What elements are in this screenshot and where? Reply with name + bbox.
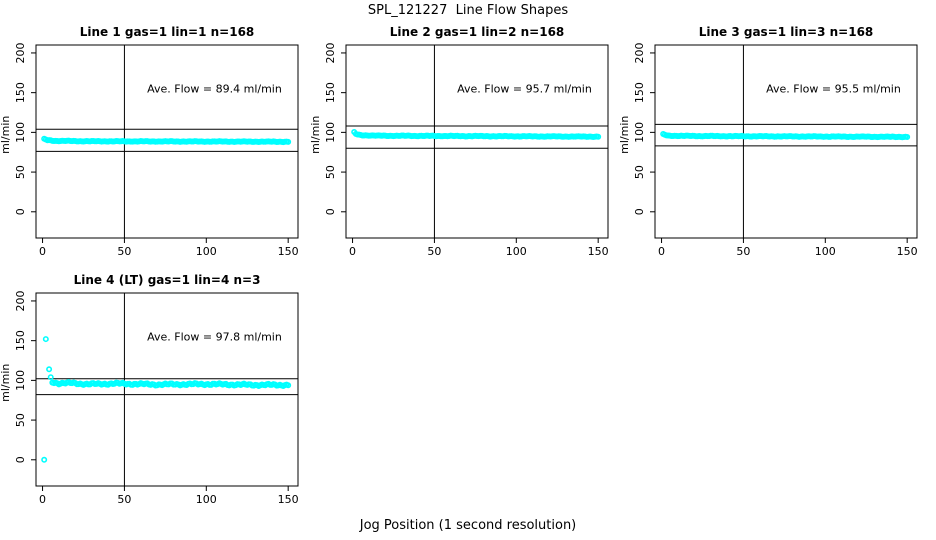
x-axis: 0 50 100 150: [349, 238, 609, 258]
y-axis: 0 50 100 150 200: [633, 42, 655, 215]
data-series: [660, 130, 911, 141]
ave-flow-label: Ave. Flow = 97.8 ml/min: [147, 331, 282, 344]
svg-text:150: 150: [588, 245, 609, 258]
svg-text:0: 0: [39, 493, 46, 506]
svg-text:100: 100: [815, 245, 836, 258]
y-axis-label: ml/min: [310, 116, 322, 154]
svg-text:100: 100: [324, 122, 337, 143]
svg-text:150: 150: [278, 245, 299, 258]
svg-text:0: 0: [39, 245, 46, 258]
svg-text:150: 150: [633, 82, 646, 103]
svg-text:0: 0: [658, 245, 665, 258]
plot-box: [345, 44, 609, 239]
svg-text:0: 0: [14, 208, 27, 215]
plot-box: [35, 44, 299, 239]
plot-box: [35, 292, 299, 487]
x-axis: 0 50 100 150: [39, 486, 299, 506]
svg-text:0: 0: [14, 456, 27, 463]
svg-text:200: 200: [14, 42, 27, 63]
svg-text:50: 50: [14, 165, 27, 179]
svg-text:100: 100: [14, 122, 27, 143]
data-series: [41, 336, 292, 463]
svg-text:100: 100: [506, 245, 527, 258]
y-axis-label: ml/min: [0, 364, 12, 402]
svg-text:50: 50: [736, 245, 750, 258]
data-series: [351, 128, 602, 141]
panel-line-2: Line 2 gas=1 lin=2 n=168 0 50 100 150 200 ml/m…: [310, 25, 609, 258]
svg-text:50: 50: [14, 413, 27, 427]
data-series: [41, 135, 292, 146]
svg-text:200: 200: [633, 42, 646, 63]
y-axis: 0 50 100 150 200: [324, 42, 346, 215]
figure-title: SPL_121227 Line Flow Shapes: [367, 3, 569, 18]
outlier-point: [42, 336, 49, 343]
svg-text:200: 200: [14, 290, 27, 311]
svg-text:150: 150: [14, 82, 27, 103]
y-axis-label: ml/min: [0, 116, 12, 154]
y-axis: 0 50 100 150 200: [14, 42, 36, 215]
svg-text:0: 0: [324, 208, 337, 215]
ave-flow-label: Ave. Flow = 95.7 ml/min: [457, 83, 592, 96]
panel-title: Line 1 gas=1 lin=1 n=168: [80, 25, 255, 39]
panel-line-1: Line 1 gas=1 lin=1 n=168 0 50 100 150 200 ml/m…: [0, 25, 299, 258]
y-axis-label: ml/min: [619, 116, 631, 154]
svg-text:100: 100: [196, 493, 217, 506]
ave-flow-label: Ave. Flow = 95.5 ml/min: [766, 83, 901, 96]
x-axis-title: Jog Position (1 second resolution): [359, 518, 577, 533]
svg-text:0: 0: [633, 208, 646, 215]
x-axis: 0 50 100 150: [658, 238, 918, 258]
panel-line-3: Line 3 gas=1 lin=3 n=168 0 50 100 150 200 ml/m…: [619, 25, 918, 258]
panel-title: Line 3 gas=1 lin=3 n=168: [699, 25, 874, 39]
svg-text:50: 50: [324, 165, 337, 179]
ave-flow-label: Ave. Flow = 89.4 ml/min: [147, 83, 282, 96]
svg-text:100: 100: [196, 245, 217, 258]
panel-title: Line 4 (LT) gas=1 lin=4 n=3: [74, 273, 261, 287]
outlier-point: [41, 456, 48, 463]
outlier-point: [47, 374, 54, 381]
svg-text:100: 100: [14, 370, 27, 391]
svg-text:50: 50: [633, 165, 646, 179]
svg-text:150: 150: [324, 82, 337, 103]
svg-text:150: 150: [278, 493, 299, 506]
svg-text:200: 200: [324, 42, 337, 63]
svg-text:50: 50: [117, 493, 131, 506]
svg-text:50: 50: [117, 245, 131, 258]
svg-text:100: 100: [633, 122, 646, 143]
outlier-point: [46, 366, 53, 373]
plot-box: [654, 44, 918, 239]
svg-text:150: 150: [897, 245, 918, 258]
panel-title: Line 2 gas=1 lin=2 n=168: [390, 25, 565, 39]
svg-text:50: 50: [427, 245, 441, 258]
x-axis: 0 50 100 150: [39, 238, 299, 258]
svg-text:150: 150: [14, 330, 27, 351]
y-axis: 0 50 100 150 200: [14, 290, 36, 463]
svg-text:0: 0: [349, 245, 356, 258]
panel-line-4: Line 4 (LT) gas=1 lin=4 n=3 0 50 100 150 200 m…: [0, 273, 299, 506]
